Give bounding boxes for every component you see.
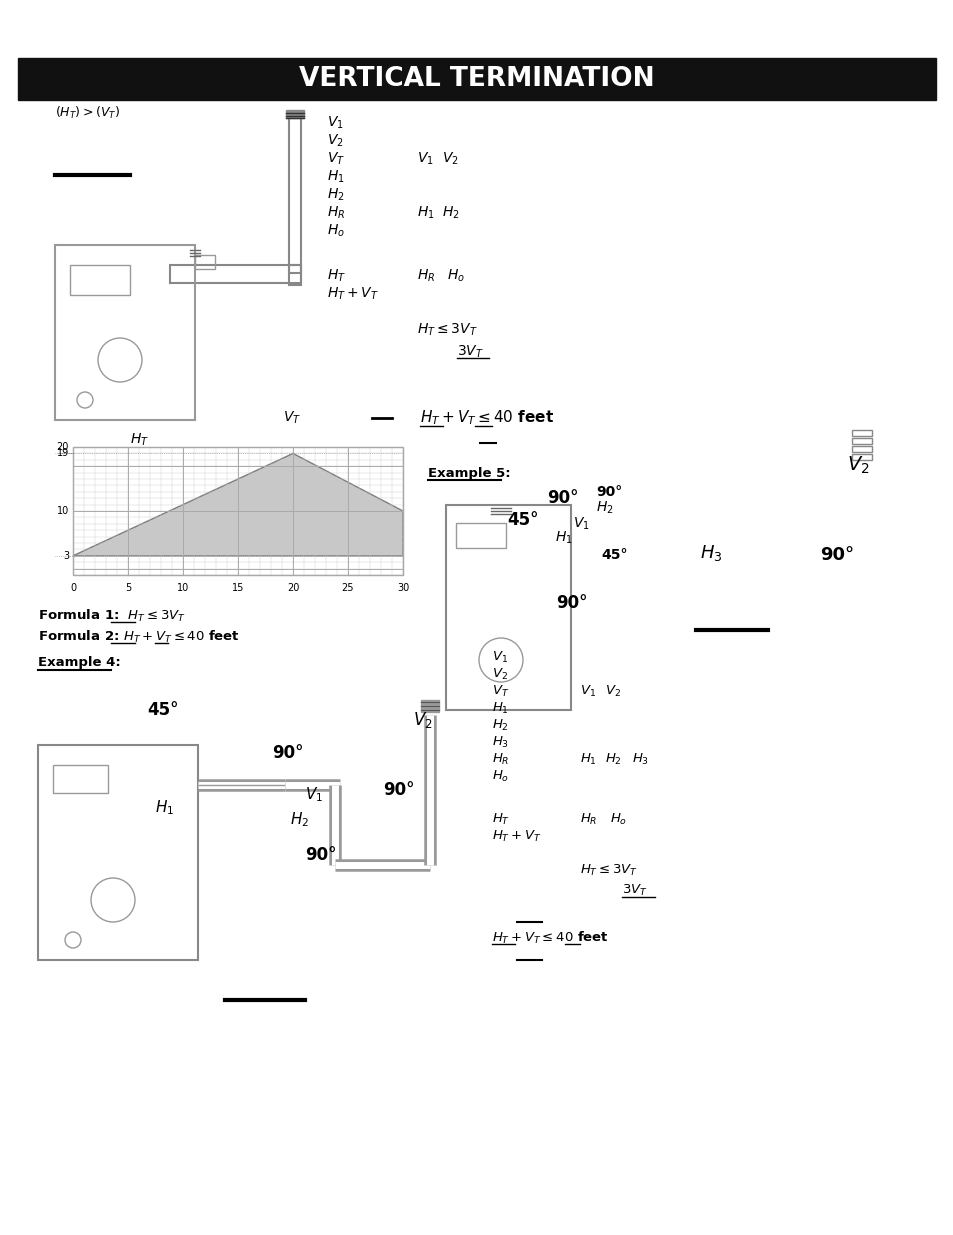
Text: $3V_T$: $3V_T$ bbox=[456, 343, 483, 359]
Text: $H_3$: $H_3$ bbox=[492, 735, 509, 750]
Text: $V_2$: $V_2$ bbox=[441, 151, 458, 168]
Text: $V_T$: $V_T$ bbox=[492, 684, 509, 699]
Text: 19: 19 bbox=[56, 448, 69, 458]
Bar bbox=[851, 438, 871, 445]
Text: $H_T \leq 3V_T$: $H_T \leq 3V_T$ bbox=[579, 862, 638, 878]
Text: $H_2$: $H_2$ bbox=[492, 718, 508, 734]
Text: $H_3$: $H_3$ bbox=[700, 543, 721, 563]
Text: $H_T + V_T \leq 40$ feet: $H_T + V_T \leq 40$ feet bbox=[492, 930, 608, 946]
Text: $H_1$: $H_1$ bbox=[492, 701, 509, 716]
Text: $V_2$: $V_2$ bbox=[413, 710, 432, 730]
Bar bbox=[53, 764, 108, 793]
Text: $V_1$: $V_1$ bbox=[305, 785, 323, 804]
Text: $V_2$: $V_2$ bbox=[604, 684, 620, 699]
Bar bbox=[70, 266, 130, 295]
Text: 15: 15 bbox=[232, 583, 244, 593]
Text: $H_2$: $H_2$ bbox=[441, 205, 459, 221]
Text: $V_1$: $V_1$ bbox=[573, 516, 589, 532]
Text: $H_T \leq 3V_T$: $H_T \leq 3V_T$ bbox=[416, 322, 477, 338]
Text: Example 5:: Example 5: bbox=[428, 467, 510, 480]
Text: 90°: 90° bbox=[820, 546, 853, 564]
Bar bbox=[851, 446, 871, 452]
Text: $H_2$: $H_2$ bbox=[596, 500, 613, 516]
Bar bbox=[286, 110, 304, 119]
Bar bbox=[55, 245, 194, 420]
Text: Example 4:: Example 4: bbox=[38, 656, 121, 669]
Text: 0: 0 bbox=[70, 583, 76, 593]
Text: $H_T + V_T$: $H_T + V_T$ bbox=[327, 287, 378, 303]
Text: VERTICAL TERMINATION: VERTICAL TERMINATION bbox=[299, 65, 654, 91]
Text: $V_1$: $V_1$ bbox=[492, 650, 508, 666]
Text: $H_o$: $H_o$ bbox=[492, 769, 509, 784]
Text: $V_2$: $V_2$ bbox=[492, 667, 507, 682]
Text: 90°: 90° bbox=[272, 743, 303, 762]
Text: $H_1$: $H_1$ bbox=[154, 799, 174, 818]
Text: $H_2$: $H_2$ bbox=[290, 810, 309, 830]
Text: $H_R$: $H_R$ bbox=[327, 205, 345, 221]
Bar bbox=[38, 745, 198, 960]
Text: $H_2$: $H_2$ bbox=[327, 186, 344, 204]
Text: 20: 20 bbox=[287, 583, 299, 593]
Text: 90°: 90° bbox=[546, 489, 578, 508]
Bar bbox=[420, 700, 438, 713]
Text: 25: 25 bbox=[341, 583, 354, 593]
Text: $H_1$: $H_1$ bbox=[579, 752, 597, 767]
Text: $V_1$: $V_1$ bbox=[416, 151, 434, 168]
Text: $H_3$: $H_3$ bbox=[631, 752, 648, 767]
Text: $H_1$: $H_1$ bbox=[555, 530, 572, 546]
Text: $H_R$: $H_R$ bbox=[416, 268, 435, 284]
Text: $H_T$: $H_T$ bbox=[130, 432, 149, 448]
Text: $(H_T) > (V_T)$: $(H_T) > (V_T)$ bbox=[55, 105, 120, 121]
Text: 10: 10 bbox=[176, 583, 189, 593]
Text: 45°: 45° bbox=[506, 511, 537, 529]
Text: $V_2$: $V_2$ bbox=[846, 454, 869, 475]
Bar bbox=[18, 58, 935, 100]
Text: $H_T$: $H_T$ bbox=[492, 811, 510, 826]
Bar bbox=[446, 505, 571, 710]
Text: $H_T + V_T \leq 40$ feet: $H_T + V_T \leq 40$ feet bbox=[419, 409, 554, 427]
Text: 10: 10 bbox=[56, 506, 69, 516]
Text: $V_1$: $V_1$ bbox=[579, 684, 596, 699]
Text: $H_o$: $H_o$ bbox=[609, 811, 626, 826]
Bar bbox=[73, 447, 402, 576]
Text: 90°: 90° bbox=[305, 846, 336, 864]
Text: 20: 20 bbox=[56, 442, 69, 452]
Text: Formula 1:  $H_T \leq 3V_T$: Formula 1: $H_T \leq 3V_T$ bbox=[38, 608, 186, 624]
Bar bbox=[289, 266, 301, 285]
Text: $H_T + V_T$: $H_T + V_T$ bbox=[492, 829, 541, 844]
Text: $H_1$: $H_1$ bbox=[327, 169, 344, 185]
Polygon shape bbox=[73, 453, 402, 556]
Text: $H_1$: $H_1$ bbox=[416, 205, 435, 221]
Text: 90°: 90° bbox=[596, 485, 621, 499]
Text: 5: 5 bbox=[125, 583, 131, 593]
Text: 30: 30 bbox=[396, 583, 409, 593]
Text: $H_R$: $H_R$ bbox=[492, 752, 509, 767]
Text: $V_T$: $V_T$ bbox=[283, 410, 301, 426]
Text: $H_T$: $H_T$ bbox=[327, 268, 346, 284]
Text: Formula 2: $H_T + V_T \leq 40$ feet: Formula 2: $H_T + V_T \leq 40$ feet bbox=[38, 629, 240, 645]
Text: $V_1$: $V_1$ bbox=[327, 115, 343, 131]
Text: $H_2$: $H_2$ bbox=[604, 752, 621, 767]
Bar bbox=[851, 430, 871, 436]
Bar bbox=[194, 254, 214, 269]
Bar bbox=[456, 522, 505, 548]
Text: 90°: 90° bbox=[556, 594, 587, 613]
Text: $H_o$: $H_o$ bbox=[447, 268, 464, 284]
Bar bbox=[170, 266, 301, 283]
Text: $3V_T$: $3V_T$ bbox=[621, 883, 647, 898]
Text: $V_T$: $V_T$ bbox=[327, 151, 345, 168]
Bar bbox=[289, 119, 301, 273]
Bar bbox=[851, 454, 871, 459]
Text: 45°: 45° bbox=[147, 701, 178, 719]
Text: $H_o$: $H_o$ bbox=[327, 224, 345, 240]
Text: 3: 3 bbox=[63, 551, 69, 561]
Text: 45°: 45° bbox=[600, 548, 627, 562]
Text: $H_R$: $H_R$ bbox=[579, 811, 597, 826]
Text: 90°: 90° bbox=[382, 781, 414, 799]
Text: $V_2$: $V_2$ bbox=[327, 133, 343, 149]
